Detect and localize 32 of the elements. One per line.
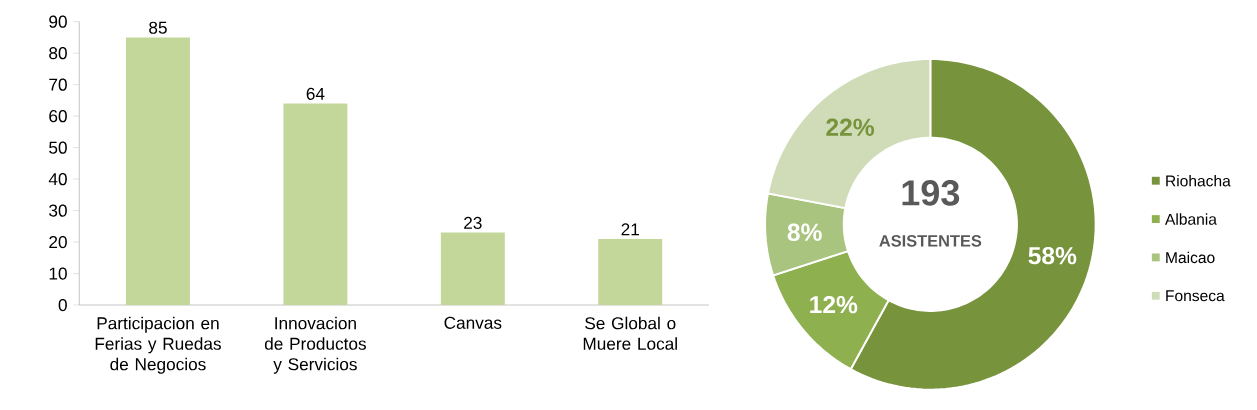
- y-tick-label: 20: [49, 235, 67, 249]
- data-label: 22%: [826, 118, 875, 136]
- data-label: 64: [306, 87, 325, 100]
- text: 193: [902, 179, 960, 206]
- text: ASISTENTES: [879, 234, 982, 247]
- bar: [283, 103, 348, 305]
- data-label: 8%: [787, 223, 822, 241]
- y-tick-label: 10: [49, 267, 67, 280]
- data-label: 12%: [810, 295, 858, 314]
- data-label: 23: [464, 216, 482, 229]
- x-tick-label: Participacion en Ferias y Ruedas de Negocios: [95, 316, 221, 374]
- x-tick-label: Se Global o Muere Local: [583, 316, 677, 350]
- data-label: 85: [149, 21, 167, 34]
- legend-label: Riohacha: [1166, 174, 1231, 187]
- y-tick-label: 80: [49, 46, 67, 60]
- x-tick-label: Canvas: [444, 316, 502, 329]
- bar: [440, 232, 505, 305]
- bar: [126, 37, 190, 305]
- x-tick-label: Innovacion de Productos y Servicios: [264, 316, 366, 374]
- y-tick-label: 70: [49, 78, 67, 91]
- y-tick-label: 40: [48, 172, 67, 186]
- y-tick-label: 60: [49, 109, 67, 123]
- data-label: 21: [621, 223, 639, 236]
- y-tick-label: 0: [58, 298, 67, 311]
- y-tick-label: 90: [49, 15, 67, 28]
- y-tick-label: 50: [49, 141, 67, 154]
- legend-label: Maicao: [1166, 251, 1215, 264]
- legend-label: Fonseca: [1166, 290, 1225, 302]
- data-label: 58%: [1028, 246, 1077, 265]
- y-tick-label: 30: [49, 204, 67, 217]
- bar: [598, 238, 663, 305]
- legend-label: Albania: [1164, 213, 1217, 225]
